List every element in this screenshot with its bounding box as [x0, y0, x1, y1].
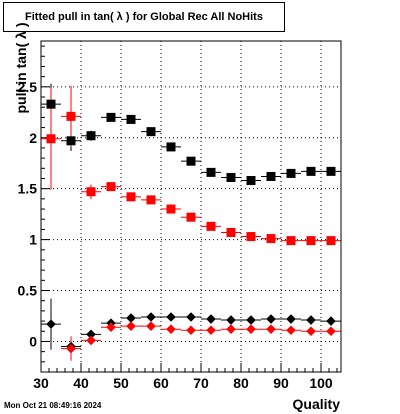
diamond-marker	[126, 313, 136, 323]
square-marker	[206, 221, 216, 231]
square-marker	[306, 166, 316, 176]
square-marker	[126, 192, 136, 202]
diamond-marker	[226, 315, 236, 325]
square-marker	[86, 187, 96, 197]
timestamp: Mon Oct 21 08:49:16 2024	[4, 401, 102, 410]
diamond-marker	[186, 312, 196, 322]
diamond-marker	[106, 322, 116, 332]
x-tick-label: 40	[73, 375, 89, 391]
square-marker	[186, 156, 196, 166]
square-marker	[166, 142, 176, 152]
chart-title: Fitted pull in tan( λ ) for Global Rec A…	[3, 2, 285, 32]
diamond-marker	[146, 321, 156, 331]
square-marker	[146, 195, 156, 205]
square-marker	[66, 136, 76, 146]
square-marker	[326, 166, 336, 176]
plot-frame	[41, 41, 341, 372]
diamond-marker	[326, 316, 336, 326]
plot-border	[40, 40, 342, 373]
square-marker	[146, 127, 156, 137]
x-tick-label: 70	[193, 375, 209, 391]
diamond-marker	[86, 329, 96, 340]
square-marker	[266, 171, 276, 181]
diamond-marker	[306, 315, 316, 325]
square-marker	[106, 182, 116, 192]
x-tick-label: 50	[113, 375, 129, 391]
diamond-marker	[306, 326, 316, 337]
square-marker	[46, 134, 56, 144]
square-marker	[266, 234, 276, 244]
diamond-marker	[206, 325, 216, 336]
tick-labels: 30 40 50 60 70 80 90 100 0 0.5 1 1.5 2 2.5	[18, 79, 333, 391]
square-marker	[306, 236, 316, 246]
square-marker	[226, 172, 236, 182]
y-tick-label: 1	[29, 232, 37, 248]
diamond-marker	[126, 321, 136, 331]
diamond-marker	[286, 325, 296, 336]
square-marker	[246, 232, 256, 242]
square-marker	[286, 236, 296, 246]
square-marker	[326, 236, 336, 246]
square-marker	[126, 114, 136, 124]
data-markers	[46, 99, 336, 354]
x-tick-label: 100	[309, 375, 333, 391]
diamond-marker	[326, 326, 336, 337]
diamond-marker	[146, 312, 156, 322]
square-marker	[166, 204, 176, 214]
x-tick-label: 60	[153, 375, 169, 391]
diamond-marker	[66, 343, 76, 354]
diamond-marker	[286, 314, 296, 324]
diamond-marker	[186, 325, 196, 336]
square-marker	[106, 112, 116, 122]
diamond-marker	[266, 314, 276, 324]
square-marker	[226, 227, 236, 237]
diamond-marker	[266, 324, 276, 335]
square-marker	[86, 131, 96, 141]
diamond-marker	[246, 324, 256, 335]
diamond-marker	[86, 335, 96, 346]
x-tick-label: 80	[233, 375, 249, 391]
y-axis-label: pull in tan( λ )	[13, 22, 29, 114]
x-tick-label: 90	[273, 375, 289, 391]
square-marker	[246, 176, 256, 186]
x-tick-label: 30	[33, 375, 49, 391]
diamond-marker	[166, 312, 176, 322]
square-marker	[186, 212, 196, 222]
square-marker	[286, 168, 296, 178]
diamond-marker	[206, 314, 216, 324]
diamond-marker	[46, 319, 56, 329]
y-tick-label: 2.5	[18, 79, 38, 95]
diamond-marker	[246, 315, 256, 325]
axis-ticks	[40, 45, 338, 373]
square-marker	[66, 111, 76, 121]
x-axis-label: Quality	[292, 396, 340, 412]
square-marker	[46, 99, 56, 109]
diamond-marker	[166, 324, 176, 335]
y-tick-label: 0	[29, 333, 37, 349]
y-tick-label: 2	[29, 130, 37, 146]
y-tick-label: 0.5	[18, 283, 38, 299]
square-marker	[206, 167, 216, 177]
diamond-marker	[226, 324, 236, 335]
y-tick-label: 1.5	[18, 181, 38, 197]
